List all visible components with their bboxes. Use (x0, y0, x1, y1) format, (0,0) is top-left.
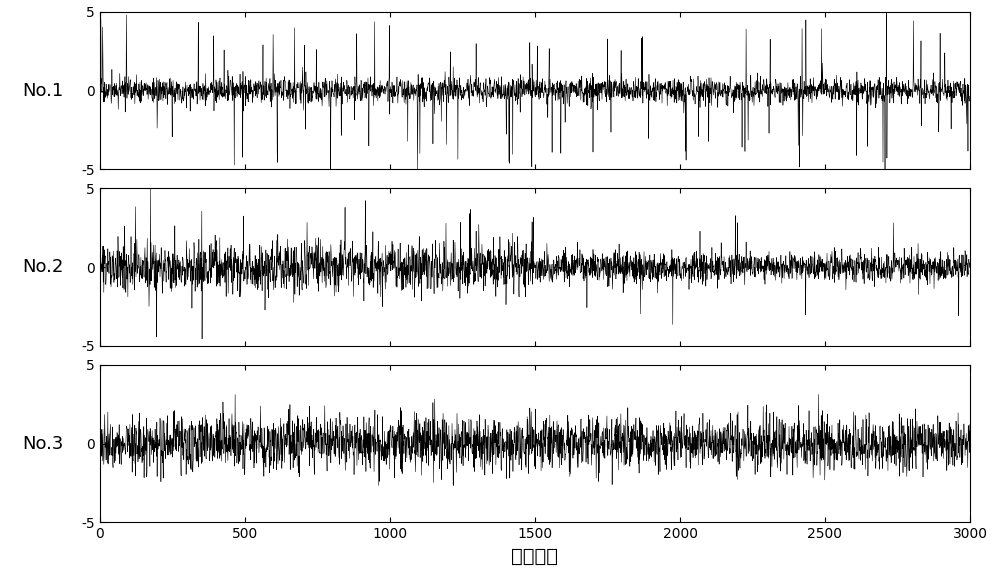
Y-axis label: No.3: No.3 (22, 434, 63, 453)
Y-axis label: No.1: No.1 (22, 82, 63, 100)
Y-axis label: No.2: No.2 (22, 258, 63, 276)
X-axis label: 采样点数: 采样点数 (512, 547, 558, 566)
